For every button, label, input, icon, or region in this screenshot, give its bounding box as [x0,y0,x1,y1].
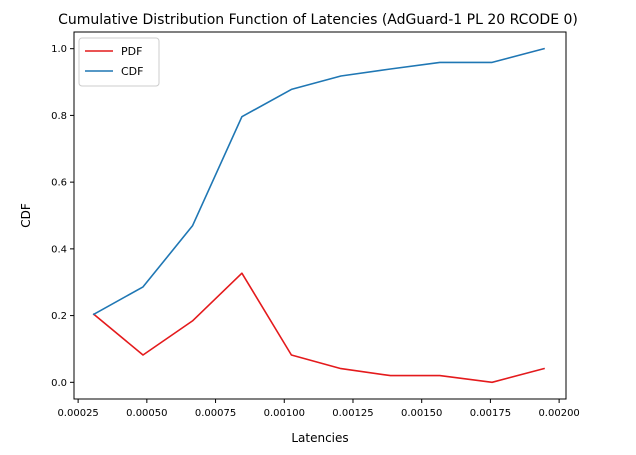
plot-frame [73,31,567,400]
pdf-series-line [92,272,545,384]
y-axis-label: CDF [19,203,33,228]
y-tick-label: 0.4 [51,244,67,255]
x-tick-label: 0.00050 [126,408,167,419]
cdf-legend-label: CDF [121,65,143,78]
x-tick-label: 0.00175 [470,408,511,419]
legend: PDF CDF [78,37,160,87]
y-tick-label: 0.6 [51,178,67,189]
x-axis-label: Latencies [291,431,348,445]
plot-area [92,47,545,384]
y-tick-label: 0.8 [51,111,67,122]
chart-title: Cumulative Distribution Function of Late… [58,12,578,28]
x-tick-label: 0.00075 [195,408,236,419]
legend-box [78,37,160,87]
y-tick-label: 0.0 [51,378,67,389]
x-tick-label: 0.00100 [264,408,305,419]
y-tick-label: 0.2 [51,311,67,322]
x-tick-label: 0.00125 [332,408,373,419]
x-tick-label: 0.00200 [538,408,579,419]
x-tick-label: 0.00025 [57,408,98,419]
cdf-series-line [92,47,545,316]
pdf-legend-label: PDF [121,45,142,58]
x-tick-label: 0.00150 [401,408,442,419]
y-tick-label: 1.0 [51,44,67,55]
